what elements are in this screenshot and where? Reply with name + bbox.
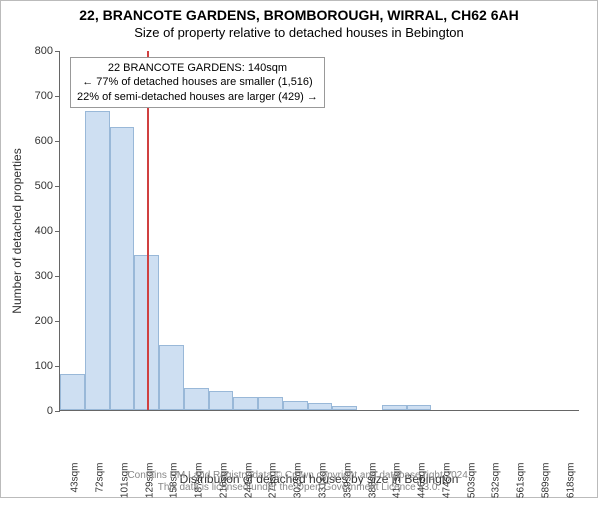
copyright-notice: Contains HM Land Registry data © Crown c… xyxy=(1,470,597,494)
histogram-bar xyxy=(233,397,258,411)
histogram-bar xyxy=(407,405,432,410)
copyright-line1: Contains HM Land Registry data © Crown c… xyxy=(127,470,470,481)
histogram-bar xyxy=(184,388,209,411)
y-tick-mark xyxy=(55,51,60,52)
histogram-bar xyxy=(308,403,333,410)
y-tick-label: 600 xyxy=(13,135,53,147)
histogram-bar xyxy=(209,391,234,410)
y-tick-mark xyxy=(55,186,60,187)
histogram-plot: 010020030040050060070080043sqm72sqm101sq… xyxy=(59,51,579,411)
chart-area: 010020030040050060070080043sqm72sqm101sq… xyxy=(59,51,579,411)
y-tick-mark xyxy=(55,411,60,412)
annotation-line3: 22% of semi-detached houses are larger (… xyxy=(77,91,318,103)
page-subtitle: Size of property relative to detached ho… xyxy=(1,23,597,44)
annotation-line1: 22 BRANCOTE GARDENS: 140sqm xyxy=(108,62,287,74)
y-tick-label: 200 xyxy=(13,315,53,327)
y-tick-mark xyxy=(55,96,60,97)
y-tick-label: 0 xyxy=(13,405,53,417)
annotation-box: 22 BRANCOTE GARDENS: 140sqm ← 77% of deta… xyxy=(70,57,325,108)
y-tick-mark xyxy=(55,276,60,277)
histogram-bar xyxy=(258,397,283,410)
y-tick-mark xyxy=(55,321,60,322)
annotation-line2: ← 77% of detached houses are smaller (1,… xyxy=(82,76,313,88)
histogram-bar xyxy=(110,127,135,411)
y-tick-mark xyxy=(55,231,60,232)
y-tick-mark xyxy=(55,366,60,367)
histogram-bar xyxy=(382,405,407,410)
y-tick-label: 100 xyxy=(13,360,53,372)
histogram-bar xyxy=(159,345,184,410)
y-tick-label: 700 xyxy=(13,90,53,102)
y-tick-label: 800 xyxy=(13,45,53,57)
page-title: 22, BRANCOTE GARDENS, BROMBOROUGH, WIRRA… xyxy=(1,1,597,23)
histogram-bar xyxy=(332,406,357,410)
y-axis-label: Number of detached properties xyxy=(10,148,24,313)
histogram-bar xyxy=(60,374,85,410)
histogram-bar xyxy=(283,401,308,410)
copyright-line2: This data is licensed under the Open Gov… xyxy=(158,482,440,493)
y-tick-mark xyxy=(55,141,60,142)
histogram-bar xyxy=(85,111,110,410)
